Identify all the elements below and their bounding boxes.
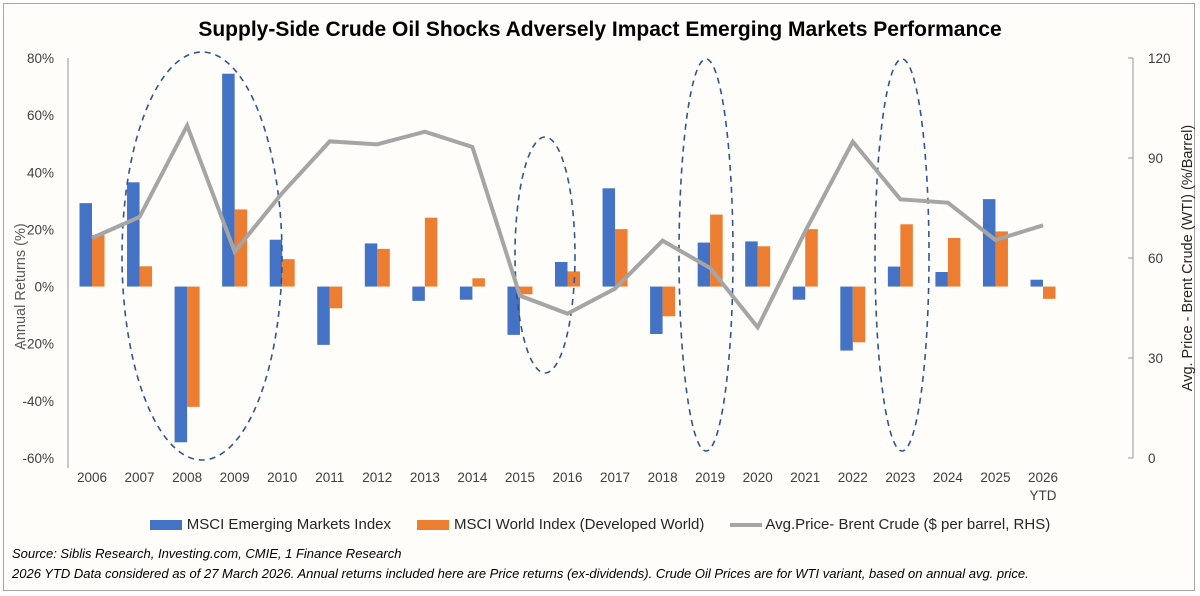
bar-world-index xyxy=(615,229,628,287)
bar-emerging-markets xyxy=(174,286,188,443)
legend-item-em[interactable]: MSCI Emerging Markets Index xyxy=(149,516,392,533)
bar-world-index xyxy=(139,266,153,287)
x-tick-label: 2018 xyxy=(648,470,678,485)
highlight-ellipse xyxy=(874,58,930,452)
y-tick-label: 20% xyxy=(27,222,54,237)
bar-world-index xyxy=(900,224,913,287)
bar-emerging-markets xyxy=(317,286,330,345)
x-tick-label: 2013 xyxy=(410,470,440,485)
y-tick-label: 40% xyxy=(27,165,54,180)
data-note: 2026 YTD Data considered as of 27 March … xyxy=(12,566,1029,581)
y-tick-label: 80% xyxy=(27,51,54,66)
bar-emerging-markets xyxy=(602,188,616,287)
x-tick-label: 2025 xyxy=(980,470,1010,485)
x-tick-label: 2021 xyxy=(790,470,820,485)
bar-emerging-markets xyxy=(222,73,235,287)
bar-emerging-markets xyxy=(269,239,283,287)
y2-tick-label: 60 xyxy=(1148,251,1163,266)
bar-world-index xyxy=(710,214,723,287)
x-tick-label: 2020 xyxy=(743,470,773,485)
bar-emerging-markets xyxy=(792,286,806,300)
y-axis-title: Annual Returns (%) xyxy=(13,223,29,350)
x-tick-label: 2010 xyxy=(267,470,297,485)
x-tick-label: 2006 xyxy=(77,470,107,485)
y2-tick-label: 120 xyxy=(1148,51,1171,66)
bar-world-index xyxy=(424,217,438,287)
source-note: Source: Siblis Research, Investing.com, … xyxy=(12,546,402,561)
bar-world-index xyxy=(995,231,1008,287)
labels-group: 80% 60% 40% 20% 0% -20% -40% -60% 120 90 60 30 0 Annu… xyxy=(13,51,1196,503)
y-tick-label: -40% xyxy=(22,394,54,409)
bar-world-index xyxy=(852,286,866,343)
bar-emerging-markets xyxy=(840,286,853,351)
y-tick-label: 60% xyxy=(27,108,54,123)
bar-world-index xyxy=(234,209,248,287)
x-tick-label: 2019 xyxy=(695,470,725,485)
axes-group xyxy=(67,57,1134,468)
bar-emerging-markets xyxy=(364,243,378,287)
y-tick-label: -60% xyxy=(22,451,54,466)
legend-swatch-em xyxy=(149,519,182,530)
bar-emerging-markets xyxy=(745,241,758,287)
bar-world-index xyxy=(472,278,485,287)
x-tick-label: 2022 xyxy=(838,470,868,485)
legend-label-world: MSCI World Index (Developed World) xyxy=(454,516,705,533)
legend-item-world[interactable]: MSCI World Index (Developed World) xyxy=(417,516,704,533)
bar-world-index xyxy=(519,286,533,295)
bar-world-index xyxy=(805,229,818,287)
legend-item-crude[interactable]: Avg.Price- Brent Crude ($ per barrel, RH… xyxy=(730,516,1050,533)
x-tick-label: 2011 xyxy=(315,470,344,485)
bar-world-index xyxy=(662,286,676,317)
highlight-ellipse xyxy=(514,136,576,374)
highlight-ellipse xyxy=(678,58,734,452)
bar-world-index xyxy=(1043,286,1056,299)
x-tick-label: 2016 xyxy=(552,470,582,485)
y-tick-label: -20% xyxy=(22,337,54,352)
x-tick-label: 2017 xyxy=(600,470,630,485)
x-tick-label: 2008 xyxy=(172,470,202,485)
bar-emerging-markets xyxy=(982,199,996,287)
bar-emerging-markets xyxy=(127,182,140,287)
y2-tick-label: 0 xyxy=(1148,451,1156,466)
x-tick-label: 2012 xyxy=(362,470,392,485)
highlight-ellipses xyxy=(121,51,930,461)
bar-emerging-markets xyxy=(1030,279,1043,287)
x-tick-label: 2024 xyxy=(933,470,964,485)
bars-group xyxy=(79,73,1056,443)
bar-world-index xyxy=(377,248,390,287)
bar-emerging-markets xyxy=(887,266,901,287)
bar-world-index xyxy=(329,286,343,309)
bar-emerging-markets xyxy=(412,286,425,301)
legend-swatch-crude xyxy=(730,522,763,527)
bar-world-index xyxy=(282,259,295,287)
x-tick-label: YTD xyxy=(1030,488,1057,503)
x-tick-label: 2026 xyxy=(1028,470,1058,485)
chart-title: Supply-Side Crude Oil Shocks Adversely I… xyxy=(198,18,1002,41)
bar-emerging-markets xyxy=(555,262,568,287)
line-group xyxy=(91,120,1044,332)
bar-world-index xyxy=(757,246,771,287)
legend: MSCI Emerging Markets Index MSCI World I… xyxy=(0,516,1200,533)
bar-emerging-markets xyxy=(459,286,473,300)
bar-emerging-markets xyxy=(935,272,948,287)
y2-tick-label: 90 xyxy=(1148,151,1163,166)
x-tick-label: 2009 xyxy=(220,470,250,485)
x-tick-label: 2023 xyxy=(885,470,915,485)
y2-axis-title: Avg. Price - Brent Crude (WTI) (%/Barrel… xyxy=(1180,125,1196,391)
bar-world-index xyxy=(947,238,961,287)
x-tick-label: 2015 xyxy=(505,470,535,485)
bar-emerging-markets xyxy=(650,286,663,334)
bar-world-index xyxy=(187,286,200,407)
y2-tick-label: 30 xyxy=(1148,351,1163,366)
x-tick-label: 2007 xyxy=(125,470,155,485)
bar-world-index xyxy=(92,235,105,287)
highlight-ellipse xyxy=(121,51,283,461)
legend-label-crude: Avg.Price- Brent Crude ($ per barrel, RH… xyxy=(765,516,1051,533)
legend-label-em: MSCI Emerging Markets Index xyxy=(186,516,392,533)
y-tick-label: 0% xyxy=(34,280,54,295)
bar-emerging-markets xyxy=(79,203,92,287)
x-tick-label: 2014 xyxy=(457,470,488,485)
legend-swatch-world xyxy=(417,519,450,530)
